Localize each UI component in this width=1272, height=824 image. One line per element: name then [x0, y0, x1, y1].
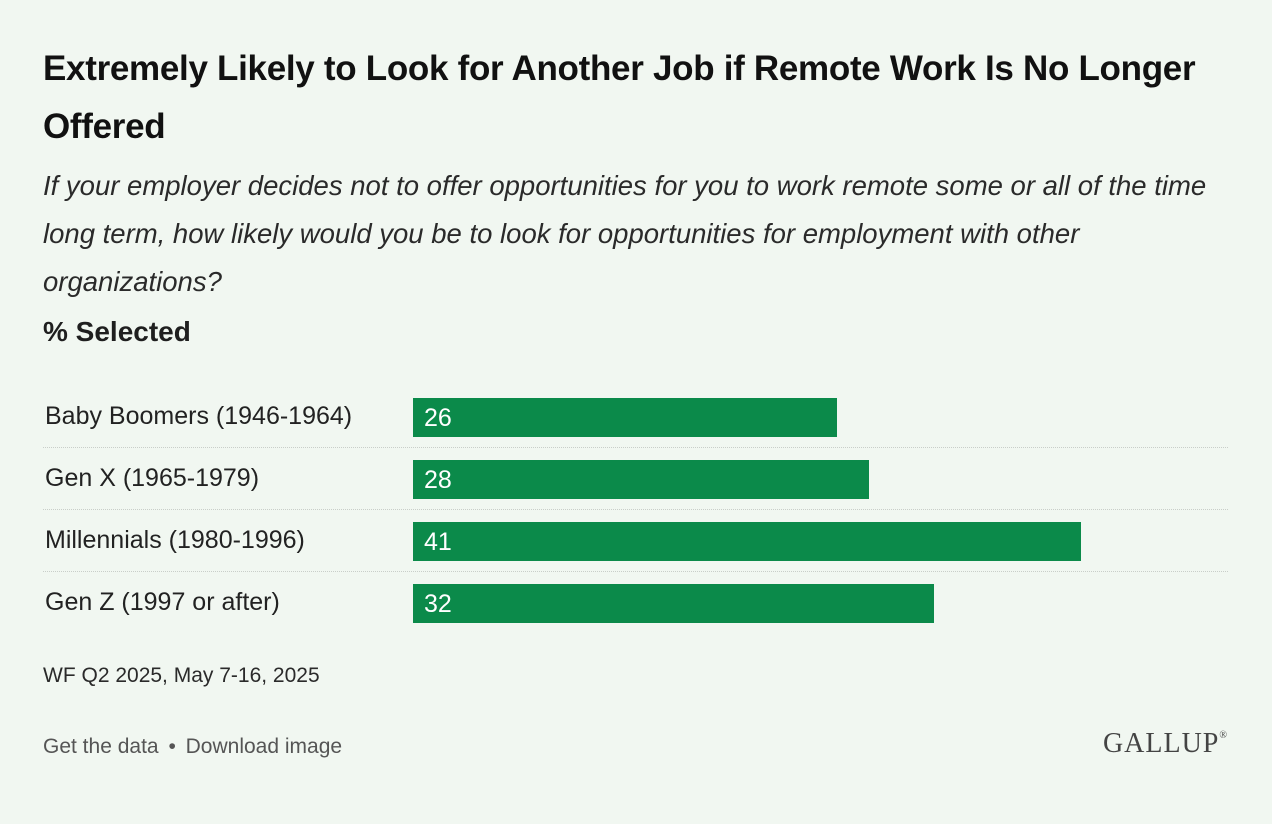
category-label: Millennials (1980-1996): [45, 526, 305, 554]
bar: 32: [413, 584, 935, 623]
chart-subtitle: If your employer decides not to offer op…: [43, 170, 1207, 297]
bar: 28: [413, 460, 870, 499]
chart-row: Millennials (1980-1996) 41: [0, 510, 1272, 572]
value-axis-label: % Selected: [43, 316, 191, 347]
source-note: WF Q2 2025, May 7-16, 2025: [43, 664, 320, 687]
get-data-link[interactable]: Get the data: [43, 735, 159, 758]
bar: 41: [413, 522, 1081, 561]
chart-row: Gen Z (1997 or after) 32: [0, 572, 1272, 634]
category-label: Gen X (1965-1979): [45, 464, 260, 492]
chart-row: Gen X (1965-1979) 28: [0, 448, 1272, 510]
bar: 26: [413, 398, 837, 437]
bar-value-label: 26: [424, 404, 452, 432]
chart-title: Extremely Likely to Look for Another Job…: [43, 49, 1196, 146]
bar-value-label: 28: [424, 466, 452, 494]
download-image-link[interactable]: Download image: [185, 735, 343, 758]
category-label: Gen Z (1997 or after): [45, 588, 280, 616]
footer-separator: •: [168, 735, 176, 758]
row-divider: [43, 509, 1228, 510]
row-divider: [43, 571, 1228, 572]
gallup-logo: GALLUP®: [1103, 728, 1228, 760]
bar-chart: Baby Boomers (1946-1964) 26 Gen X (1965-19…: [0, 386, 1272, 636]
chart-row: Baby Boomers (1946-1964) 26: [0, 386, 1272, 448]
row-divider: [43, 447, 1228, 448]
bar-value-label: 32: [424, 590, 452, 618]
bar-value-label: 41: [424, 528, 452, 556]
category-label: Baby Boomers (1946-1964): [45, 402, 353, 430]
footer-links: Get the data • Download image: [43, 735, 342, 759]
registered-mark: ®: [1219, 730, 1228, 741]
gallup-logo-text: GALLUP: [1102, 728, 1220, 759]
